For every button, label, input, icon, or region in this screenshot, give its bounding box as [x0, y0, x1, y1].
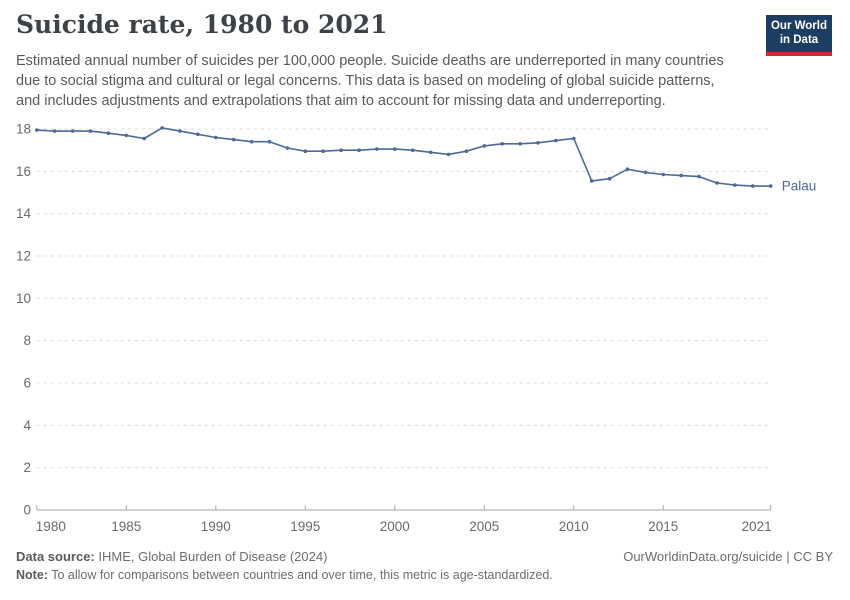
- data-point[interactable]: [393, 147, 397, 151]
- data-point[interactable]: [464, 149, 469, 153]
- y-axis-tick-label: 18: [16, 122, 31, 137]
- data-source-value[interactable]: IHME, Global Burden of Disease (2024): [98, 549, 328, 564]
- subtitle-line: due to social stigma and cultural or leg…: [16, 73, 715, 89]
- data-point[interactable]: [572, 136, 576, 141]
- owid-logo-line1: Our World: [770, 20, 827, 32]
- y-axis-tick-label: 2: [23, 460, 31, 475]
- data-point[interactable]: [410, 148, 415, 152]
- data-point[interactable]: [536, 141, 540, 145]
- y-axis-tick-label: 14: [16, 206, 32, 221]
- data-point[interactable]: [214, 135, 218, 140]
- y-axis-tick-label: 16: [16, 164, 31, 179]
- x-axis-tick-label: 2000: [380, 519, 410, 534]
- x-axis-tick-label: 2010: [559, 519, 589, 534]
- data-point[interactable]: [697, 174, 701, 179]
- series-line-palau[interactable]: [36, 127, 772, 187]
- data-point[interactable]: [303, 149, 308, 153]
- y-axis-tick-label: 4: [23, 418, 31, 433]
- data-point[interactable]: [357, 148, 361, 152]
- data-point[interactable]: [446, 152, 451, 157]
- owid-logo[interactable]: Our World in Data: [766, 15, 832, 56]
- y-axis-tick-label: 0: [23, 503, 31, 518]
- data-point[interactable]: [124, 133, 129, 138]
- data-point[interactable]: [733, 183, 737, 187]
- data-point[interactable]: [35, 128, 39, 132]
- data-point[interactable]: [70, 129, 75, 133]
- x-axis-tick-label: 1995: [290, 519, 320, 534]
- data-point[interactable]: [321, 149, 326, 153]
- data-point[interactable]: [106, 131, 111, 135]
- subtitle-line: and includes adjustments and extrapolati…: [16, 93, 666, 109]
- note-value: To allow for comparisons between countri…: [51, 568, 553, 582]
- data-point[interactable]: [482, 144, 487, 148]
- y-axis-tick-label: 8: [23, 333, 31, 348]
- data-point[interactable]: [231, 137, 236, 142]
- data-point[interactable]: [285, 146, 290, 150]
- x-axis-tick-label: 1985: [111, 519, 141, 534]
- data-point[interactable]: [52, 129, 57, 133]
- note-line: Note: To allow for comparisons between c…: [16, 568, 553, 582]
- x-axis-tick-label: 2015: [648, 519, 678, 534]
- data-point[interactable]: [249, 139, 254, 144]
- data-point[interactable]: [160, 126, 164, 130]
- data-point[interactable]: [607, 176, 612, 181]
- data-point[interactable]: [554, 138, 558, 143]
- data-source-label: Data source:: [16, 549, 95, 564]
- data-point[interactable]: [196, 132, 200, 137]
- x-axis-tick-label: 1980: [36, 519, 66, 534]
- data-point[interactable]: [518, 142, 522, 146]
- x-axis-tick-label: 1990: [201, 519, 231, 534]
- chart-subtitle: Estimated annual number of suicides per …: [16, 51, 724, 111]
- y-axis-tick-label: 12: [16, 249, 31, 264]
- data-point[interactable]: [178, 129, 182, 133]
- y-axis-tick-label: 6: [23, 376, 31, 391]
- data-point[interactable]: [661, 172, 666, 177]
- data-point[interactable]: [375, 147, 379, 151]
- y-axis-tick-label: 10: [16, 291, 31, 306]
- series-end-label[interactable]: Palau: [782, 179, 817, 194]
- note-label: Note:: [16, 568, 48, 582]
- data-point[interactable]: [88, 129, 93, 133]
- x-axis-tick-label: 2021: [742, 519, 772, 534]
- data-point[interactable]: [267, 139, 272, 144]
- data-point[interactable]: [142, 136, 146, 141]
- data-point[interactable]: [679, 173, 683, 178]
- data-point[interactable]: [751, 184, 755, 188]
- owid-license-link[interactable]: OurWorldinData.org/suicide | CC BY: [623, 549, 833, 564]
- data-point[interactable]: [428, 150, 433, 155]
- data-source-line: Data source: IHME, Global Burden of Dise…: [16, 549, 327, 564]
- data-point[interactable]: [589, 179, 594, 183]
- data-point[interactable]: [500, 142, 505, 146]
- x-axis-tick-label: 2005: [469, 519, 499, 534]
- page-title: Suicide rate, 1980 to 2021: [16, 10, 388, 39]
- data-point[interactable]: [339, 148, 343, 152]
- data-point[interactable]: [643, 170, 648, 175]
- owid-logo-line2: in Data: [779, 33, 819, 46]
- data-point[interactable]: [625, 167, 630, 171]
- data-point[interactable]: [768, 184, 773, 188]
- data-point[interactable]: [715, 181, 719, 185]
- subtitle-line: Estimated annual number of suicides per …: [16, 53, 724, 69]
